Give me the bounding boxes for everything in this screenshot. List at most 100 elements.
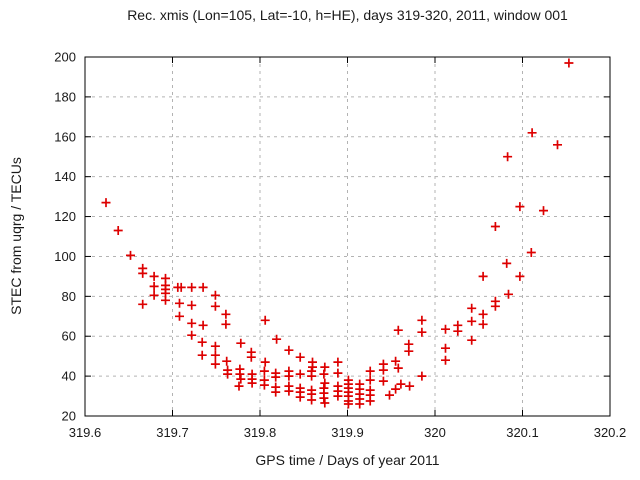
data-point-marker (320, 378, 330, 388)
data-point-marker (187, 300, 197, 310)
x-tick-label: 319.8 (244, 425, 277, 440)
data-point-marker (175, 311, 184, 321)
data-point-marker (126, 250, 135, 260)
data-point-marker (210, 359, 220, 369)
data-point-marker (197, 350, 207, 360)
x-tick-label: 320.1 (506, 425, 539, 440)
data-point-marker (259, 380, 269, 390)
x-tick-label: 320.2 (594, 425, 627, 440)
data-point-marker (391, 384, 401, 394)
data-point-marker (467, 335, 477, 345)
data-point-marker (365, 375, 375, 385)
data-point-marker (478, 319, 488, 329)
y-tick-labels: 20 40 60 80 100 120 140 160 180 200 (54, 50, 76, 424)
x-tick-label: 319.7 (156, 425, 189, 440)
data-point-marker (236, 338, 246, 348)
x-tick-label: 319.6 (69, 425, 102, 440)
data-point-marker (467, 316, 477, 326)
data-point-marker (333, 368, 343, 378)
data-point-marker (385, 390, 394, 400)
data-point-marker (271, 372, 281, 382)
data-point-marker (378, 365, 388, 375)
data-point-marker (210, 290, 220, 300)
data-point-marker (149, 290, 159, 300)
data-point-marker (441, 343, 450, 353)
data-point-marker (539, 206, 548, 216)
chart-title: Rec. xmis (Lon=105, Lat=-10, h=HE), days… (127, 7, 568, 23)
plot-border (84, 56, 611, 417)
data-point-marker (271, 387, 281, 397)
data-point-marker (553, 140, 562, 150)
data-point-marker (138, 268, 148, 278)
data-point-marker (365, 366, 375, 376)
data-point-marker (490, 222, 500, 231)
data-point-marker (441, 324, 450, 334)
data-point-marker (378, 376, 388, 386)
data-point-marker (113, 226, 123, 235)
data-point-marker (235, 369, 245, 379)
data-point-marker (272, 334, 282, 344)
y-tick-label: 160 (54, 129, 76, 144)
data-point-marker (441, 355, 450, 365)
data-point-marker (564, 58, 574, 68)
data-point-marker (223, 369, 233, 379)
data-point-marker (221, 309, 231, 319)
data-point-marker (515, 271, 525, 281)
data-point-marker (222, 356, 232, 366)
y-tick-label: 40 (62, 369, 76, 384)
data-point-marker (210, 350, 220, 360)
data-point-marker (210, 301, 220, 311)
data-point-marker (295, 369, 305, 379)
data-point-marker (396, 379, 406, 389)
data-point-marker (504, 289, 513, 299)
y-tick-label: 180 (54, 89, 76, 104)
data-point-marker (246, 352, 256, 362)
x-axis-title: GPS time / Days of year 2011 (255, 452, 440, 468)
data-point-marker (138, 299, 148, 309)
data-point-marker (333, 391, 343, 401)
data-point-marker (187, 282, 197, 292)
y-tick-label: 100 (54, 249, 76, 264)
data-point-marker (417, 327, 427, 337)
data-point-marker (502, 258, 512, 268)
data-point-marker (393, 325, 403, 335)
data-point-marker (467, 303, 477, 313)
data-point-marker (161, 295, 170, 305)
data-point-marker (320, 362, 330, 372)
y-tick-label: 60 (62, 329, 76, 344)
data-point-marker (307, 371, 317, 381)
axis-ticks (84, 56, 611, 417)
data-point-marker (198, 282, 208, 292)
data-point-marker (515, 202, 525, 212)
data-point-marker (365, 396, 375, 406)
y-tick-label: 200 (54, 50, 76, 65)
grid-lines (85, 57, 610, 416)
data-point-marker (295, 392, 305, 402)
data-point-marker (175, 298, 184, 308)
data-point-marker (149, 271, 159, 281)
y-tick-label: 80 (62, 289, 76, 304)
scatter-points (101, 58, 574, 409)
data-point-marker (417, 315, 427, 325)
data-point-marker (343, 399, 353, 409)
data-point-marker (405, 381, 415, 391)
data-point-marker (308, 362, 317, 372)
data-point-marker (234, 381, 244, 391)
data-point-marker (503, 152, 513, 162)
data-point-marker (490, 301, 500, 311)
data-point-marker (210, 341, 220, 351)
data-point-marker (307, 395, 317, 405)
data-point-marker (393, 363, 403, 373)
data-point-marker (149, 281, 159, 291)
data-point-marker (259, 366, 269, 376)
data-point-marker (478, 309, 488, 319)
data-point-marker (527, 128, 537, 138)
data-point-marker (355, 399, 365, 409)
y-tick-label: 20 (62, 409, 76, 424)
data-point-marker (319, 393, 329, 403)
data-point-marker (187, 318, 197, 328)
data-point-marker (417, 371, 427, 381)
data-point-marker (295, 352, 305, 362)
